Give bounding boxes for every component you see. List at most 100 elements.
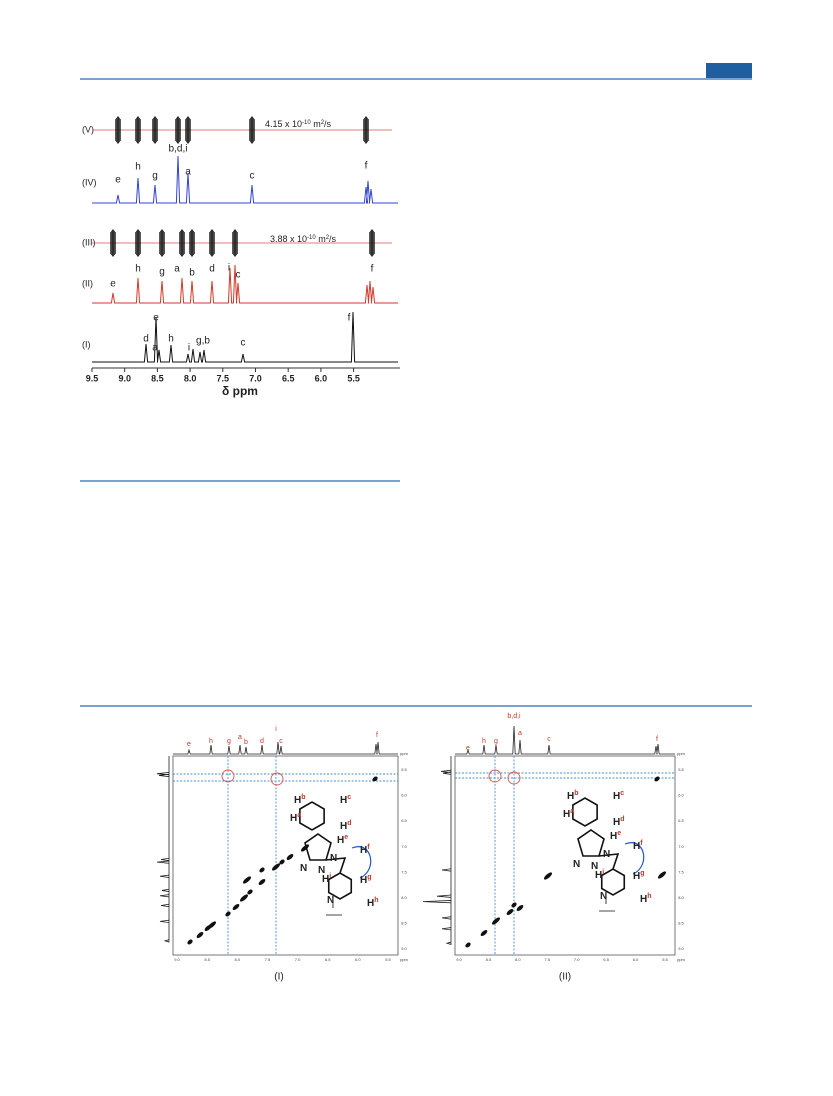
x-tick-label: 6.0 bbox=[315, 373, 328, 383]
triazole-ring bbox=[304, 833, 332, 861]
atom-symbol: H bbox=[633, 841, 640, 852]
axis-tick-label: 7.5 bbox=[545, 957, 551, 962]
axis-tick-label: 9.0 bbox=[401, 946, 407, 951]
x-tick-label: 7.5 bbox=[217, 373, 230, 383]
peak-label: e bbox=[110, 279, 116, 290]
axis-tick-label: 7.0 bbox=[678, 844, 684, 849]
triazole-ring bbox=[577, 829, 605, 857]
atom-label: N bbox=[327, 895, 334, 906]
spectrum-trace bbox=[92, 264, 398, 304]
x-tick-label: 9.5 bbox=[86, 373, 99, 383]
peak-label: b,d,i bbox=[169, 144, 188, 155]
cross-peak bbox=[259, 867, 265, 873]
atom-tag: g bbox=[367, 874, 371, 881]
axis-tick-label: 6.5 bbox=[603, 957, 609, 962]
peak-label: b bbox=[189, 268, 195, 279]
axis-tick-label: 8.5 bbox=[678, 920, 684, 925]
axis-tick-label: 8.0 bbox=[401, 895, 407, 900]
axis-tick-label: 8.0 bbox=[235, 957, 241, 962]
diffusion-part: 2 bbox=[326, 235, 330, 241]
cross-peak bbox=[232, 904, 240, 910]
peak-label: a bbox=[238, 734, 242, 741]
peak-label: a bbox=[174, 264, 180, 275]
peak-label: c bbox=[547, 736, 551, 743]
trace-label: (I) bbox=[82, 339, 91, 349]
axis-tick-label: 8.0 bbox=[678, 895, 684, 900]
peak-label: e bbox=[466, 745, 470, 752]
atom-tag: f bbox=[367, 844, 370, 851]
pyridine-ring bbox=[572, 797, 598, 827]
atom-label: He bbox=[337, 834, 348, 846]
atom-label: Hf bbox=[360, 844, 370, 856]
spectrum-trace bbox=[92, 155, 398, 204]
peak-label: c bbox=[250, 171, 255, 182]
methylene-bond bbox=[598, 853, 620, 870]
axis-unit: ppm bbox=[677, 957, 685, 962]
axis-tick-label: 7.5 bbox=[401, 869, 407, 874]
diffusion-part: -10 bbox=[302, 120, 311, 126]
cross-peak-highlight bbox=[488, 769, 502, 783]
atom-symbol: N bbox=[327, 895, 334, 906]
panel-label: (I) bbox=[274, 972, 283, 983]
diffusion-part: m bbox=[311, 119, 321, 129]
axis-tick-label: 6.0 bbox=[355, 957, 361, 962]
axis-tick-label: 7.0 bbox=[401, 844, 407, 849]
pyridine-ring bbox=[327, 872, 353, 900]
peak-label: g bbox=[227, 738, 231, 745]
atom-label: Hh bbox=[367, 897, 379, 909]
diffusion-part: /s bbox=[329, 234, 337, 244]
cross-peak bbox=[491, 917, 501, 925]
axis-tick-label: 8.5 bbox=[401, 920, 407, 925]
atom-tag: d bbox=[347, 820, 351, 827]
diffusion-part: /s bbox=[324, 119, 332, 129]
peak-label: d bbox=[143, 334, 149, 345]
plot-frame bbox=[172, 755, 399, 956]
atom-tag: e bbox=[344, 834, 348, 841]
atom-symbol: H bbox=[367, 898, 374, 909]
atom-symbol: N bbox=[591, 861, 598, 872]
cross-peak bbox=[242, 876, 252, 884]
diffusion-part: 3.88 x 10 bbox=[270, 234, 307, 244]
peak-label: f bbox=[348, 313, 351, 324]
peak-label: e bbox=[115, 175, 121, 186]
methylene-bond bbox=[325, 857, 347, 874]
spectrum-trace bbox=[92, 311, 398, 363]
atom-label: N bbox=[300, 863, 307, 874]
panel-label: (II) bbox=[559, 972, 571, 983]
trace-label: (II) bbox=[82, 278, 93, 288]
peak-label: h bbox=[135, 264, 141, 275]
atom-symbol: N bbox=[318, 865, 325, 876]
axis-tick-label: 6.0 bbox=[678, 793, 684, 798]
x-axis-label: δ ppm bbox=[222, 384, 258, 398]
atom-label: Hc bbox=[613, 790, 624, 802]
molecule bbox=[299, 801, 372, 916]
atom-label: Hg bbox=[360, 874, 372, 886]
atom-label: Hd bbox=[340, 820, 352, 832]
atom-symbol: H bbox=[563, 809, 570, 820]
peak-label: g bbox=[159, 267, 165, 278]
noe-arrow bbox=[351, 846, 372, 879]
x-tick-label: 8.0 bbox=[184, 373, 197, 383]
atom-label: N bbox=[573, 859, 580, 870]
peak-label: a bbox=[185, 167, 191, 178]
projection-top bbox=[455, 725, 675, 755]
cross-peak bbox=[187, 939, 193, 945]
cross-peak bbox=[258, 879, 266, 885]
axis-tick-label: 6.5 bbox=[401, 818, 407, 823]
atom-label: N bbox=[603, 849, 610, 860]
atom-label: Hi bbox=[595, 869, 604, 881]
cross-peak-highlight bbox=[221, 769, 235, 783]
x-tick-label: 5.5 bbox=[347, 373, 360, 383]
peak-label: h bbox=[168, 334, 174, 345]
atom-tag: c bbox=[347, 794, 351, 801]
cross-peak bbox=[300, 844, 310, 852]
atom-label: Hf bbox=[633, 840, 643, 852]
x-tick-label: 8.5 bbox=[151, 373, 164, 383]
cross-peak bbox=[247, 889, 253, 895]
atom-tag: a bbox=[570, 808, 574, 815]
axis-tick-label: 5.5 bbox=[401, 767, 407, 772]
peak-label: g bbox=[152, 171, 158, 182]
atom-symbol: H bbox=[340, 821, 347, 832]
atom-symbol: H bbox=[360, 875, 367, 886]
cross-peak-highlight bbox=[507, 771, 521, 785]
